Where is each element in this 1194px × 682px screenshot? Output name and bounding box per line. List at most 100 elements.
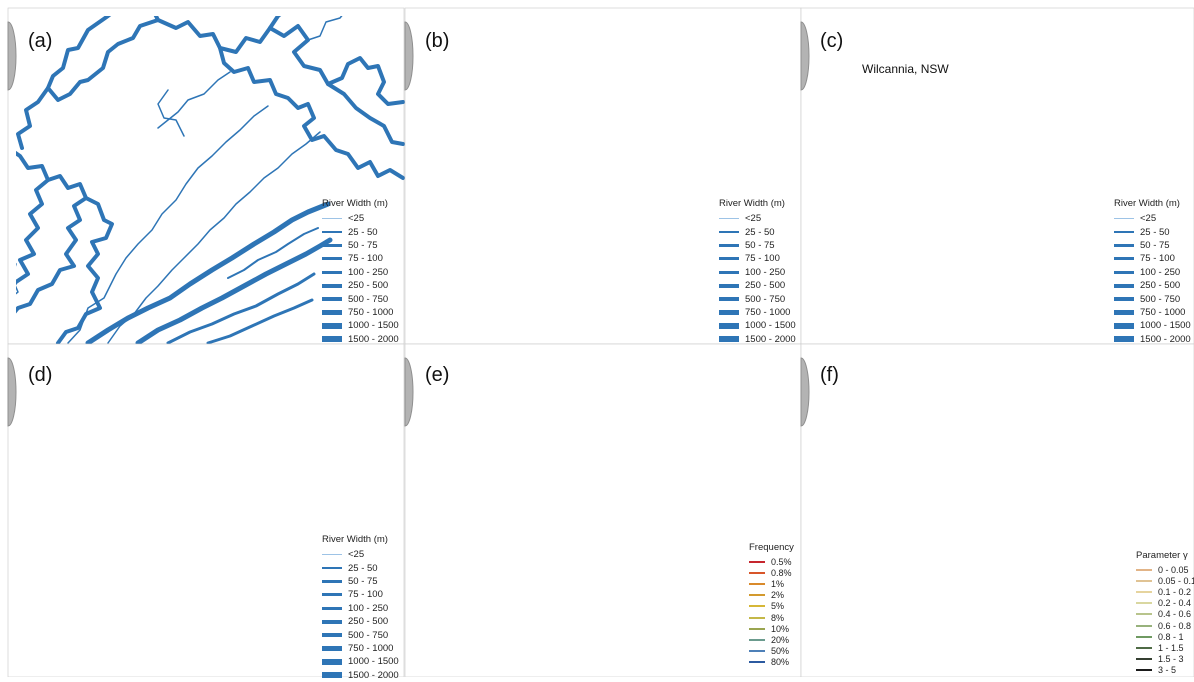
legend-swatch: [1114, 309, 1134, 316]
legend-swatch: [1136, 613, 1152, 616]
legend-entry: 100 - 250: [1114, 266, 1191, 279]
panel-label-a: (a): [28, 30, 53, 52]
panel-b-edge-marker: [404, 21, 414, 91]
legend-swatch: [749, 650, 765, 653]
legend-swatch: [749, 661, 765, 664]
legend-entry: 25 - 50: [719, 225, 796, 238]
legend-entry: <25: [322, 548, 399, 561]
legend-label: 1000 - 1500: [348, 656, 399, 668]
place-name-wilcannia: Wilcannia, NSW: [862, 62, 949, 76]
legend-swatch: [322, 619, 342, 624]
legend-label: 80%: [771, 657, 790, 668]
legend-label: <25: [1140, 213, 1157, 225]
legend-swatch: [322, 606, 342, 610]
legend-swatch: [1114, 257, 1134, 261]
panel-label-b: (b): [425, 30, 450, 52]
legend-entry: 75 - 100: [322, 588, 399, 601]
panel-a-frame: [7, 7, 405, 345]
legend-swatch: [1114, 296, 1134, 302]
legend-label: 1 - 1.5: [1158, 642, 1184, 653]
legend-entry: 1500 - 2000: [719, 333, 796, 346]
panel-f-map: [800, 343, 1194, 677]
legend-entry: 50 - 75: [1114, 239, 1191, 252]
legend-swatch: [322, 632, 342, 638]
legend-label: 1500 - 2000: [348, 333, 399, 345]
legend-entry: 250 - 500: [322, 615, 399, 628]
width-legend-c: River Width (m) <25 25 - 50 50 - 75 75 - 100…: [1114, 198, 1191, 346]
panel-a-edge-marker: [7, 21, 17, 91]
legend-entry: 0.5%: [749, 556, 794, 567]
width-legend-d: River Width (m) <25 25 - 50 50 - 75 75 - 100…: [322, 534, 399, 682]
legend-label: 5%: [771, 601, 785, 612]
legend-label: 20%: [771, 634, 790, 645]
legend-swatch: [719, 244, 739, 247]
legend-label: 100 - 250: [745, 266, 786, 278]
panel-label-e: (e): [425, 364, 450, 386]
width-legend-b: River Width (m) <25 25 - 50 50 - 75 75 - 100…: [719, 198, 796, 346]
legend-title: River Width (m): [1114, 198, 1180, 209]
river-segment: [157, 89, 185, 137]
legend-entry: 0.2 - 0.4: [1136, 598, 1194, 609]
legend-label: 0.05 - 0.1: [1158, 575, 1194, 586]
legend-swatch: [749, 594, 765, 597]
legend-swatch: [322, 283, 342, 288]
legend-entry: 0.05 - 0.1: [1136, 575, 1194, 586]
legend-swatch: [322, 672, 342, 679]
legend-entry: 500 - 750: [719, 292, 796, 305]
legend-swatch: [322, 218, 342, 220]
legend-label: 0.4 - 0.6: [1158, 609, 1192, 620]
legend-label: 100 - 250: [1140, 266, 1181, 278]
panel-b-frame: [404, 7, 802, 345]
legend-swatch: [719, 218, 739, 220]
legend-swatch: [1136, 658, 1152, 661]
river-segment: [157, 71, 231, 129]
panel-c-frame: [800, 7, 1194, 345]
legend-entry: 500 - 750: [1114, 292, 1191, 305]
legend-label: 0.8 - 1: [1158, 631, 1184, 642]
legend-swatch: [749, 571, 765, 574]
legend-entry: 1%: [749, 578, 794, 589]
panel-f-frame: [800, 343, 1194, 677]
legend-label: 25 - 50: [348, 562, 378, 574]
legend-entry: 500 - 750: [322, 292, 399, 305]
legend-swatch: [749, 560, 765, 563]
legend-entry: 25 - 50: [1114, 225, 1191, 238]
legend-label: 0.1 - 0.2: [1158, 586, 1192, 597]
panel-label-f: (f): [820, 364, 839, 386]
legend-label: 0.5%: [771, 556, 792, 567]
legend-swatch: [1114, 283, 1134, 288]
river-segment: [268, 16, 405, 106]
panel-c-map: [800, 7, 1194, 345]
river-segment: [16, 174, 88, 314]
legend-title: River Width (m): [322, 534, 388, 545]
legend-entry: 0.1 - 0.2: [1136, 586, 1194, 597]
legend-entry: 25 - 50: [322, 225, 399, 238]
legend-swatch: [322, 296, 342, 302]
river-segment: [56, 196, 114, 345]
legend-entry: 0 - 0.05: [1136, 564, 1194, 575]
legend-entry: 750 - 1000: [719, 306, 796, 319]
legend-label: 0.2 - 0.4: [1158, 598, 1192, 609]
legend-swatch: [719, 309, 739, 316]
legend-entry: 1500 - 2000: [322, 333, 399, 346]
river-segment: [107, 131, 321, 344]
legend-label: 1000 - 1500: [348, 320, 399, 332]
legend-label: 50 - 75: [348, 239, 378, 251]
legend-entry: 250 - 500: [322, 279, 399, 292]
panel-e-map: [404, 343, 802, 677]
legend-entry: <25: [1114, 212, 1191, 225]
panel-b-map: [404, 7, 802, 345]
legend-entry: 1000 - 1500: [1114, 319, 1191, 332]
river-segment: [307, 16, 343, 41]
legend-swatch: [322, 336, 342, 343]
legend-entry: 1 - 1.5: [1136, 642, 1194, 653]
legend-label: 50 - 75: [1140, 239, 1170, 251]
legend-swatch: [1136, 635, 1152, 638]
legend-swatch: [1136, 624, 1152, 627]
legend-label: 100 - 250: [348, 266, 389, 278]
legend-label: 3 - 5: [1158, 665, 1177, 676]
legend-entry: 80%: [749, 657, 794, 668]
legend-entry: 1000 - 1500: [322, 319, 399, 332]
river-segment: [153, 16, 405, 180]
